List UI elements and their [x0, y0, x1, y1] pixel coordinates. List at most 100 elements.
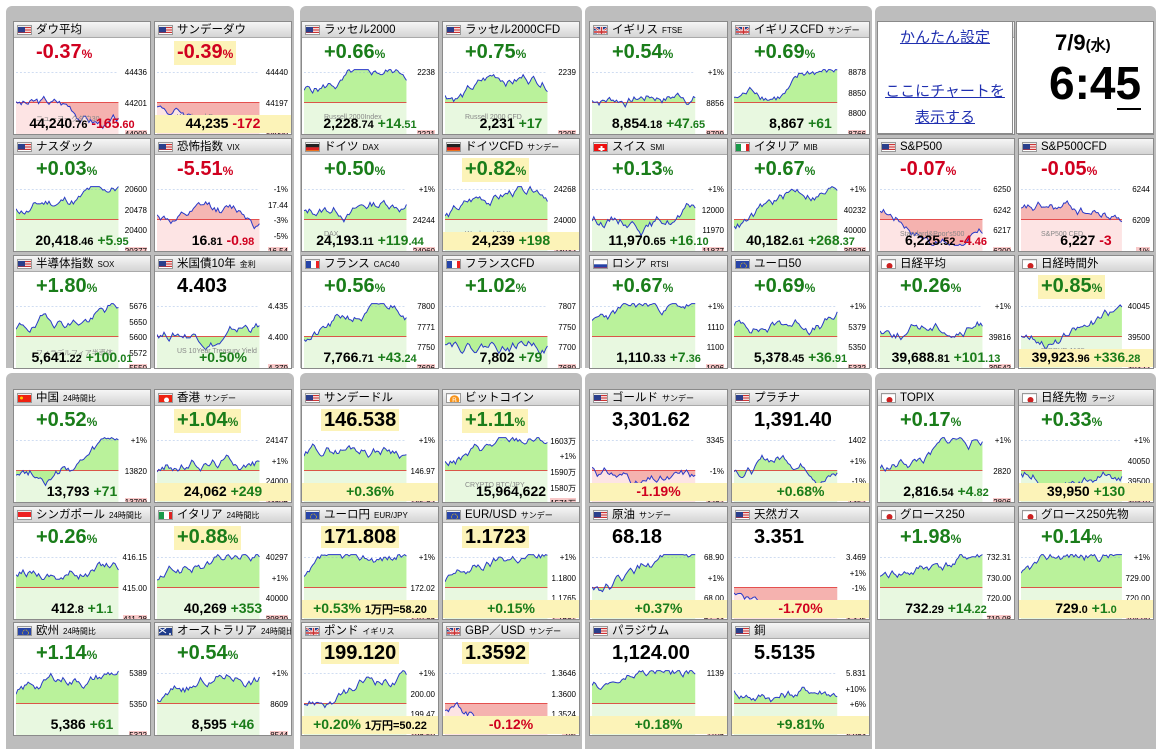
au-flag-icon	[158, 626, 173, 636]
tile-header: 日経時間外	[1019, 256, 1153, 272]
chart-line	[445, 340, 548, 356]
market-tile[interactable]: ナスダック 20600 20478 20400 20377 +0.03% 20,418.4…	[13, 138, 151, 252]
tile-footer: +0.37%	[590, 600, 727, 618]
tile-subtitle: 24時間比	[260, 627, 291, 636]
chart-here-link-line2[interactable]: 表示する	[914, 109, 975, 126]
chart-area	[445, 554, 548, 588]
y-axis-tick: 3345	[706, 436, 724, 445]
change-value: +353	[230, 600, 263, 616]
tile-title: 香港	[177, 392, 200, 404]
market-tile[interactable]: イタリア MIB +1% 40232 40000 39826 +0.67% 40,182.6…	[731, 138, 870, 252]
market-tile[interactable]: スイス SMI +1% 12000 11970 11877 +0.13% 11,970.65…	[589, 138, 728, 252]
tile-footer: 8,854.18 +47.65	[590, 115, 727, 133]
tile-footer: 6,225.52 -4.46	[878, 232, 1014, 250]
market-tile[interactable]: ラッセル2000 2238 2221 Russell 2000Index +0.66%…	[301, 21, 439, 135]
y-axis-tick: -1%	[273, 185, 288, 194]
market-tile[interactable]: オーストラリア 24時間比 +1% 8609 8544 +0.54% 8,595 +46	[154, 622, 292, 736]
easy-setup-link[interactable]: かんたん設定	[899, 29, 990, 46]
last-price: 6,225.52	[905, 232, 956, 248]
y-axis-tick: 2239	[558, 68, 576, 77]
market-tile[interactable]: ロシア RTSI +1% 1110 1100 1096 +0.67% 1,110.33 +7…	[589, 255, 728, 369]
market-tile[interactable]: S&P500 6250 6242 6217 6200 Standard&Poor's50…	[877, 138, 1015, 252]
y-axis-tick: 40297	[265, 553, 288, 562]
y-axis-tick: -1%	[851, 477, 866, 487]
market-tile[interactable]: TOPIX +1% 2820 2806 +0.17% 2,816.54 +4.82	[877, 389, 1015, 503]
market-tile[interactable]: パラジウム 113911081,124.00+0.18%	[589, 622, 728, 736]
market-tile[interactable]: サンデーダウ 444404419744000Weekend Dow-0.39%4…	[154, 21, 292, 135]
tile-footer: 2,231 +17	[443, 115, 579, 133]
y-axis-tick: 6209	[1132, 216, 1150, 225]
jp-flag-icon	[881, 393, 896, 403]
tile-title: ダウ平均	[36, 24, 82, 36]
market-tile[interactable]: 銅 5.831+10%+6%+3%4.9835.5135+9.81%	[731, 622, 870, 736]
market-tile[interactable]: 日経時間外 400453950039322DIRRYD 1105+0.85%39…	[1018, 255, 1154, 369]
market-tile[interactable]: ラッセル2000CFD 2239 2205 Russell 2000 CFD +0.7…	[442, 21, 580, 135]
market-tile[interactable]: サンデードル +1%146.97145.82146.538+0.36%	[301, 389, 439, 503]
change-percent: +0.26%	[900, 275, 962, 297]
market-tile[interactable]: 米国債10年 金利 4.435 4.400 4.379 US 10Year Treasu…	[154, 255, 292, 369]
market-tile[interactable]: ドイツ DAX +1% 24244 24060 DAX +0.50% 24,193.11 +…	[301, 138, 439, 252]
market-tile[interactable]: フランスCFD 7807 7750 7700 7680 +1.02% 7,802 +79	[442, 255, 580, 369]
chart-line	[16, 95, 119, 130]
chart-area	[1021, 470, 1122, 492]
price-chart	[304, 181, 436, 251]
btc-flag-icon: B	[446, 393, 461, 403]
y-axis-tick: 20377	[124, 247, 147, 251]
market-tile[interactable]: フランス CAC40 7800 7771 7750 7696 +0.56% 7,766.71…	[301, 255, 439, 369]
tile-title: イタリア	[754, 141, 800, 153]
chart-line	[734, 686, 838, 703]
chart-here-link-line1[interactable]: ここにチャートを	[885, 83, 1005, 100]
market-tile[interactable]: 中国 24時間比 +1% 13820 13709 +0.52% 13,793 +71	[13, 389, 151, 503]
last-price: 24,193.11	[316, 232, 374, 248]
y-axis-tick: 6200	[993, 247, 1011, 251]
change-value: +17	[518, 115, 543, 131]
tile-header: ユーロ50	[732, 256, 869, 272]
chart-line	[1021, 471, 1123, 493]
chart-line	[16, 436, 119, 487]
ch-flag-icon	[593, 142, 608, 152]
tile-title: ドイツ	[324, 141, 359, 153]
change-percent: +0.15%	[487, 600, 535, 616]
market-tile[interactable]: B ビットコイン 1603万 +1% 1590万 1580万 1571万 CRYPTO BT…	[442, 389, 580, 503]
market-tile[interactable]: グロース250先物 +1%729.00720.00704.00+0.14%729…	[1018, 506, 1154, 620]
it-flag-icon	[735, 142, 750, 152]
market-tile[interactable]: 半導体指数 SOX 5676 5650 5600 5572 5550 フィラデルフィア半導体…	[13, 255, 151, 369]
y-axis-tick: 732.31	[986, 553, 1011, 562]
market-tile[interactable]: イギリスCFD サンデー 8878 8850 8800 8766 +0.69% 8,867 …	[731, 21, 870, 135]
market-tile[interactable]: プラチナ 1402+1%-1%13571,391.40+0.68%	[731, 389, 870, 503]
market-tile[interactable]: 日経平均 +1% 39816 39542 +0.26% 39,688.81 +101.1…	[877, 255, 1015, 369]
y-axis-tick: 44201	[124, 99, 147, 108]
chart-area	[16, 562, 119, 588]
market-tile[interactable]: グロース250 732.31 730.00 720.00 719.08 +1.98% 73…	[877, 506, 1015, 620]
change-value: +46	[230, 716, 255, 732]
market-tile[interactable]: シンガポール 24時間比 416.15 415.00 411.28 +0.26% 412.…	[13, 506, 151, 620]
market-tile[interactable]: ダウ平均 44436 44201 44000 ニューヨークダウ30 -0.37% 44,2…	[13, 21, 151, 135]
market-tile[interactable]: イタリア 24時間比 40297 +1% 40000 39820 +0.88% 40,269…	[154, 506, 292, 620]
market-tile[interactable]: 天然ガス 3.469+1%-1%3.3503.3253.351-1.70%	[731, 506, 870, 620]
conversion-note: 1万円=50.22	[364, 720, 427, 732]
tile-title: グロース250先物	[1041, 509, 1129, 521]
market-tile[interactable]: イギリス FTSE +1% 8856 8799 +0.54% 8,854.18 +47.6…	[589, 21, 728, 135]
market-tile[interactable]: ユーロ50 +1% 5379 5350 5332 +0.69% 5,378.45 +36.…	[731, 255, 870, 369]
us-flag-icon	[158, 259, 173, 269]
change-percent: +1.02%	[465, 275, 527, 297]
tile-subtitle: EUR/JPY	[374, 511, 408, 520]
change-percent: +0.75%	[465, 41, 527, 63]
market-tile[interactable]: 恐怖指数 VIX -1% 17.44 -3% -5% 16.54 -5.51% 16.81 -…	[154, 138, 292, 252]
tile-header: 原油 サンデー	[590, 507, 727, 523]
price-chart	[880, 549, 1012, 619]
tile-title: 日経先物	[1041, 392, 1087, 404]
y-axis-tick: 5550	[129, 364, 147, 368]
y-axis-tick: 4.400	[267, 333, 288, 342]
market-tile[interactable]: S&P500CFD 6244 6209 -1% S&P500 CFD -0.05% 6,2…	[1018, 138, 1154, 252]
market-tile[interactable]: 欧州 24時間比 5389 5350 5322 +1.14% 5,386 +61	[13, 622, 151, 736]
